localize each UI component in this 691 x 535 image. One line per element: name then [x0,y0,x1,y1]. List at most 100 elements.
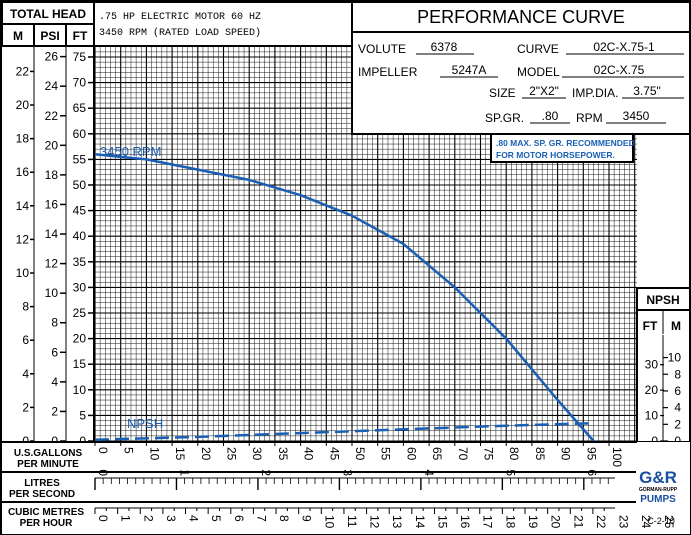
cmh-label-2: PER HOUR [20,518,74,529]
rpm-label: RPM [576,111,603,125]
cmh-tick-label: 1 [119,515,133,522]
note-line-2: FOR MOTOR HORSEPOWER. [496,150,615,160]
usgpm-tick-label: 15 [173,447,187,461]
psi-tick-label: 18 [45,168,59,182]
cmh-tick-label: 20 [549,515,563,529]
npsh-m-tick-label: 4 [674,401,681,415]
cmh-tick-label: 8 [277,515,291,522]
usgpm-tick-label: 45 [327,447,341,461]
psi-tick-label: 14 [45,227,59,241]
usgpm-tick-label: 0 [96,447,110,454]
ft-tick-label: 55 [73,152,87,166]
cmh-tick-label: 19 [526,515,540,529]
m-tick-label: 12 [16,232,30,246]
psi-tick-label: 6 [51,345,58,359]
header: TOTAL HEAD M PSI FT .75 HP ELECTRIC MOTO… [1,1,691,135]
size-value: 2"X2" [529,84,559,98]
cmh-tick-label: 15 [435,515,449,529]
psi-tick-label: 10 [45,286,59,300]
npsh-m-tick-label: 6 [674,384,681,398]
size-label: SIZE [489,86,516,100]
bottom-axes-area [2,442,690,534]
ft-tick-label: 15 [73,357,87,371]
spgr-label: SP.GR. [485,111,524,125]
chart-title: PERFORMANCE CURVE [417,7,625,27]
ft-tick-label: 5 [79,408,86,422]
ft-tick-label: 75 [73,50,87,64]
curve-label: CURVE [517,42,559,56]
curve-value: 02C-X.75-1 [593,40,655,54]
cmh-tick-label: 14 [413,515,427,529]
ft-tick-label: 40 [73,229,87,243]
npsh-m-tick-label: 10 [668,351,682,365]
ft-tick-label: 60 [73,127,87,141]
cmh-tick-label: 5 [209,515,223,522]
usgpm-tick-label: 35 [276,447,290,461]
ft-tick-label: 50 [73,178,87,192]
usgpm-tick-label: 75 [482,447,496,461]
psi-tick-label: 24 [45,79,59,93]
usgpm-tick-label: 20 [199,447,213,461]
cmh-tick-label: 17 [481,515,495,529]
npsh-unit-m: M [671,319,681,333]
npsh-ft-tick-label: 0 [651,434,658,448]
usgpm-tick-label: 55 [379,447,393,461]
ft-tick-label: 25 [73,306,87,320]
npsh-axes: 0 10 20 30 0 2 4 6 8 10 [645,335,682,448]
cmh-tick-label: 9 [300,515,314,522]
psi-tick-label: 20 [45,138,59,152]
usgpm-tick-label: 40 [302,447,316,461]
cmh-tick-label: 4 [187,515,201,522]
m-tick-label: 6 [22,333,29,347]
cmh-tick-label: 24 [639,515,653,529]
psi-tick-label: 16 [45,197,59,211]
total-head-label: TOTAL HEAD [10,7,86,21]
volute-value: 6378 [431,40,458,54]
psi-tick-label: 2 [51,404,58,418]
logo-mark: G&R [639,468,677,487]
npsh-ft-tick-label: 10 [645,409,659,423]
logo-subtext: GORMAN-RUPP [639,487,678,493]
npsh-axis-title: NPSH [646,293,679,307]
note-line-1: .80 MAX. SP. GR. RECOMMENDED [496,138,635,148]
rpm-value: 3450 [623,109,650,123]
impeller-label: IMPELLER [358,65,418,79]
usgpm-label-2: PER MINUTE [17,459,79,470]
usgpm-tick-label: 80 [507,447,521,461]
m-tick-label: 10 [16,266,30,280]
npsh-m-tick-label: 2 [674,417,681,431]
usgpm-tick-label: 100 [610,447,624,467]
impdia-value: 3.75" [633,84,661,98]
cmh-tick-label: 16 [458,515,472,529]
curves [94,153,595,442]
npsh-m-tick-label: 8 [674,367,681,381]
ft-tick-label: 70 [73,76,87,90]
psi-tick-label: 8 [51,316,58,330]
cmh-tick-label: 0 [96,515,110,522]
usgpm-tick-label: 30 [250,447,264,461]
m-tick-label: 2 [22,400,29,414]
lps-label-1: LITRES [24,478,60,489]
model-value: 02C-X.75 [594,63,645,77]
unit-ft-label: FT [73,29,88,43]
psi-tick-label: 22 [45,109,59,123]
usgpm-tick-label: 85 [533,447,547,461]
impdia-label: IMP.DIA. [572,86,618,100]
ft-tick-label: 20 [73,332,87,346]
ft-tick-label: 45 [73,204,87,218]
motor-line-1: .75 HP ELECTRIC MOTOR 60 HZ [99,12,261,23]
cmh-tick-label: 11 [345,515,359,528]
gorman-rupp-logo: G&R GORMAN-RUPP PUMPS [636,464,680,505]
impeller-value: 5247A [452,63,487,77]
note-box [490,133,634,163]
cmh-label-1: CUBIC METRES [8,507,84,518]
usgpm-tick-label: 10 [147,447,161,461]
m-tick-label: 16 [16,165,30,179]
cmh-tick-label: 23 [617,515,631,529]
ft-tick-label: 35 [73,255,87,269]
curve-npsh [94,421,594,441]
series-label-3450-rpm: 3450 RPM [100,144,161,159]
cmh-tick-label: 2 [141,515,155,522]
ft-tick-label: 10 [73,383,87,397]
usgpm-tick-label: 5 [122,447,136,454]
